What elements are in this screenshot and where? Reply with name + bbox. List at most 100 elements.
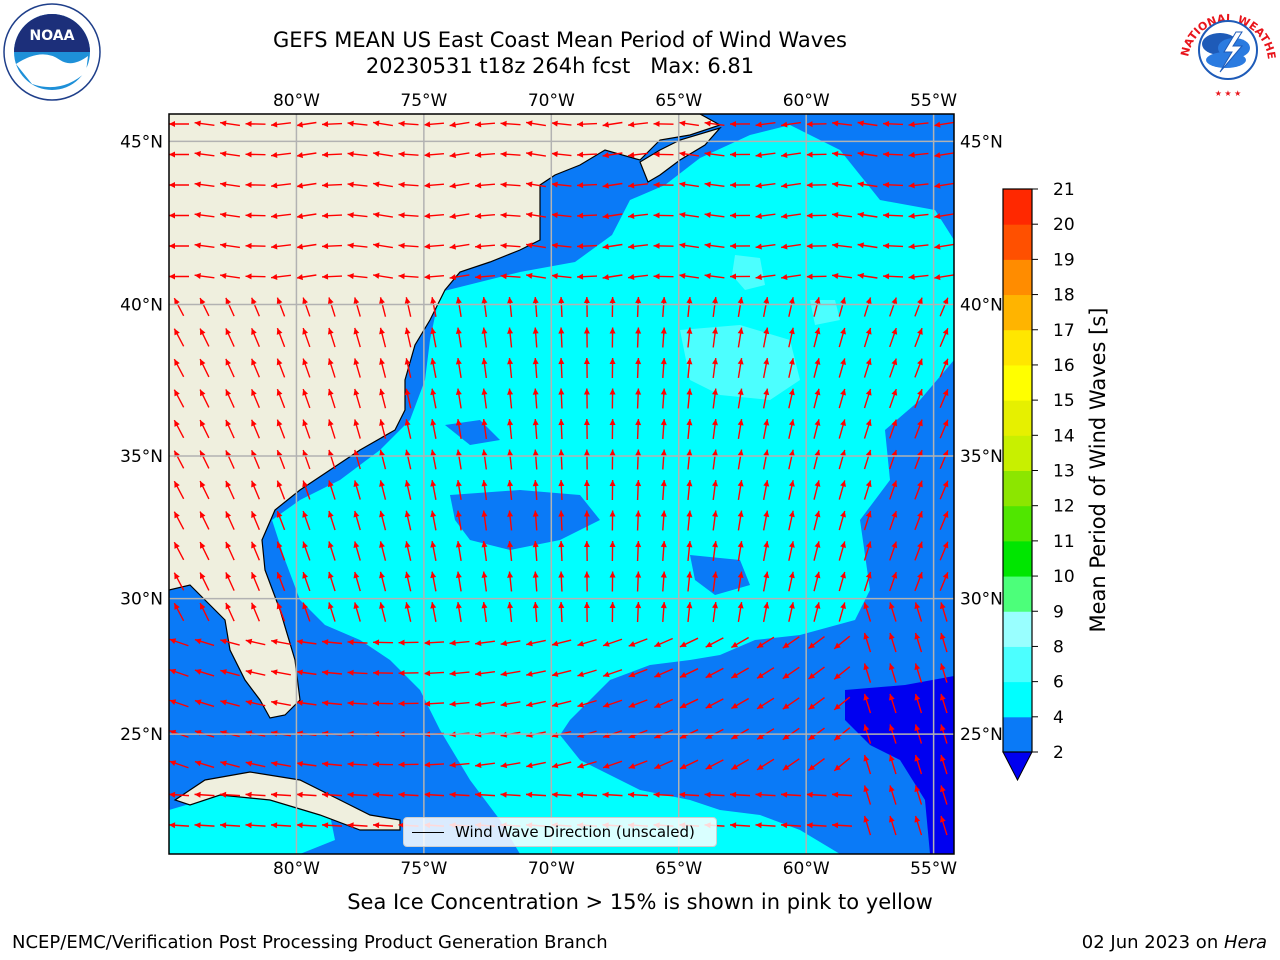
- wave-direction-arrow: [225, 572, 235, 591]
- wave-direction-arrow: [430, 571, 437, 592]
- wave-direction-arrow: [679, 668, 699, 678]
- wave-direction-arrow: [327, 480, 336, 500]
- wave-direction-arrow: [481, 296, 488, 318]
- wave-direction-arrow: [347, 151, 368, 158]
- wave-direction-arrow: [914, 693, 923, 714]
- wave-direction-arrow: [780, 791, 802, 798]
- wave-direction-arrow: [934, 121, 954, 128]
- period-6-8-region: [732, 255, 765, 290]
- colorbar-tick-label: 15: [1053, 391, 1075, 411]
- wave-direction-arrow: [532, 296, 539, 318]
- wave-direction-arrow: [627, 212, 649, 219]
- wave-direction-arrow: [627, 243, 649, 250]
- wave-direction-arrow: [379, 358, 387, 378]
- wave-direction-arrow: [686, 601, 693, 623]
- wave-direction-arrow: [276, 449, 286, 470]
- wave-direction-arrow: [169, 760, 189, 769]
- wave-direction-arrow: [914, 327, 923, 348]
- wave-direction-arrow: [730, 758, 750, 771]
- wave-direction-arrow: [449, 182, 470, 189]
- wave-direction-arrow: [507, 510, 514, 531]
- wave-direction-arrow: [404, 571, 412, 592]
- wave-direction-arrow: [327, 388, 336, 409]
- wave-direction-arrow: [481, 418, 488, 440]
- wave-direction-arrow: [379, 297, 387, 317]
- wave-direction-arrow: [583, 388, 590, 409]
- wave-direction-arrow: [602, 213, 623, 220]
- wave-direction-arrow: [250, 358, 261, 378]
- wave-direction-arrow: [939, 449, 949, 470]
- wave-direction-arrow: [379, 510, 387, 531]
- wave-direction-arrow: [430, 388, 437, 409]
- wave-direction-arrow: [863, 785, 872, 805]
- wave-direction-arrow: [296, 638, 317, 645]
- wave-direction-arrow: [627, 151, 649, 158]
- wave-direction-arrow: [347, 669, 368, 676]
- wave-direction-arrow: [583, 449, 590, 470]
- wave-direction-arrow: [914, 358, 923, 378]
- wave-direction-arrow: [609, 357, 616, 379]
- colorbar-segment: [1003, 400, 1032, 436]
- wave-direction-arrow: [889, 388, 898, 409]
- wave-direction-arrow: [551, 273, 572, 280]
- wave-direction-arrow: [780, 822, 802, 829]
- wave-direction-arrow: [551, 151, 572, 158]
- wave-direction-arrow: [199, 572, 210, 591]
- wave-direction-arrow: [199, 541, 210, 561]
- colorbar-tick-label: 4: [1053, 708, 1064, 728]
- wave-direction-arrow: [686, 327, 693, 348]
- wave-direction-arrow: [245, 791, 266, 798]
- wave-direction-arrow: [455, 297, 462, 317]
- wave-direction-arrow: [737, 602, 744, 622]
- wave-direction-arrow: [271, 699, 291, 706]
- wave-direction-arrow: [838, 571, 846, 592]
- wave-direction-arrow: [321, 700, 343, 707]
- wave-direction-arrow: [532, 418, 539, 440]
- wave-direction-arrow: [220, 272, 240, 279]
- wave-direction-arrow: [863, 480, 872, 500]
- wave-direction-arrow: [296, 243, 317, 250]
- wave-direction-arrow: [379, 571, 387, 592]
- wave-direction-arrow: [609, 418, 616, 440]
- wave-direction-arrow: [327, 327, 336, 348]
- wave-direction-arrow: [449, 761, 470, 768]
- wave-direction-arrow: [583, 296, 590, 318]
- wave-direction-arrow: [526, 670, 546, 677]
- wave-direction-arrow: [327, 297, 336, 317]
- colorbar-tick-label: 2: [1053, 743, 1064, 763]
- wave-direction-arrow: [889, 571, 898, 592]
- legend-line-icon: [412, 832, 444, 833]
- wave-direction-arrow: [276, 602, 286, 622]
- wave-direction-arrow: [833, 696, 851, 711]
- wave-direction-arrow: [423, 791, 445, 798]
- lon-tick-label: 55°W: [910, 859, 957, 879]
- lat-tick-label: 35°N: [120, 447, 163, 467]
- wave-direction-arrow: [635, 479, 642, 501]
- wave-direction-arrow: [788, 571, 795, 592]
- wave-direction-arrow: [762, 297, 770, 317]
- wave-direction-arrow: [863, 632, 872, 653]
- colorbar-segment: [1003, 611, 1032, 647]
- colorbar-segment: [1003, 364, 1032, 401]
- wave-direction-arrow: [398, 273, 419, 280]
- colorbar-tick-label: 17: [1053, 321, 1075, 341]
- colorbar-segment: [1003, 435, 1032, 471]
- wave-direction-arrow: [423, 243, 445, 250]
- wave-direction-arrow: [806, 121, 827, 128]
- wave-direction-arrow: [679, 150, 699, 157]
- wave-direction-arrow: [500, 212, 521, 219]
- wave-direction-arrow: [889, 297, 898, 317]
- wave-direction-arrow: [173, 419, 185, 439]
- wave-direction-arrow: [474, 701, 496, 708]
- wave-direction-arrow: [551, 761, 572, 769]
- svg-text:★ ★ ★: ★ ★ ★: [1215, 89, 1242, 98]
- wave-direction-arrow: [225, 541, 235, 561]
- wave-direction-arrow: [500, 640, 521, 647]
- wave-direction-arrow: [276, 388, 286, 409]
- wave-direction-arrow: [474, 640, 496, 647]
- wave-direction-arrow: [838, 480, 846, 500]
- wave-direction-arrow: [449, 791, 470, 798]
- wave-direction-arrow: [838, 602, 846, 622]
- wave-direction-arrow: [449, 670, 470, 677]
- wave-direction-arrow: [934, 274, 954, 281]
